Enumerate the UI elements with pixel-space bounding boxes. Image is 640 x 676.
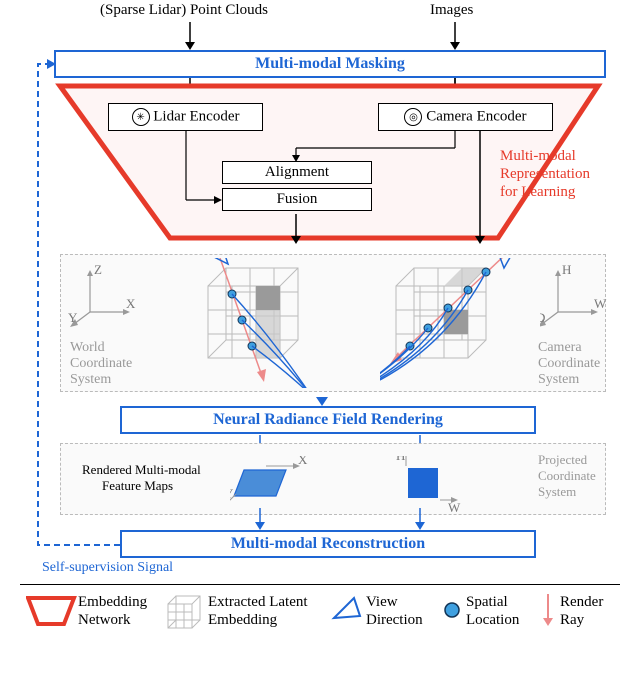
legend-dot-icon <box>440 598 464 622</box>
selfsup-label: Self-supervision Signal <box>42 560 173 576</box>
legend-embed-2: Network <box>78 612 131 629</box>
legend-trap-icon <box>26 594 78 634</box>
legend-ray-2: Ray <box>560 612 584 629</box>
legend-view-2: Direction <box>366 612 423 629</box>
legend-spatial-2: Location <box>466 612 519 629</box>
legend-separator <box>20 584 620 585</box>
legend-ray-icon <box>536 592 560 632</box>
legend-latent-2: Embedding <box>208 612 277 629</box>
legend-embed-1: Embedding <box>78 594 147 611</box>
legend-latent-1: Extracted Latent <box>208 594 308 611</box>
legend-spatial-1: Spatial <box>466 594 508 611</box>
legend-view-1: View <box>366 594 398 611</box>
legend-cube-icon <box>162 592 208 634</box>
legend-ray-1: Render <box>560 594 603 611</box>
legend-view-icon <box>330 594 366 630</box>
